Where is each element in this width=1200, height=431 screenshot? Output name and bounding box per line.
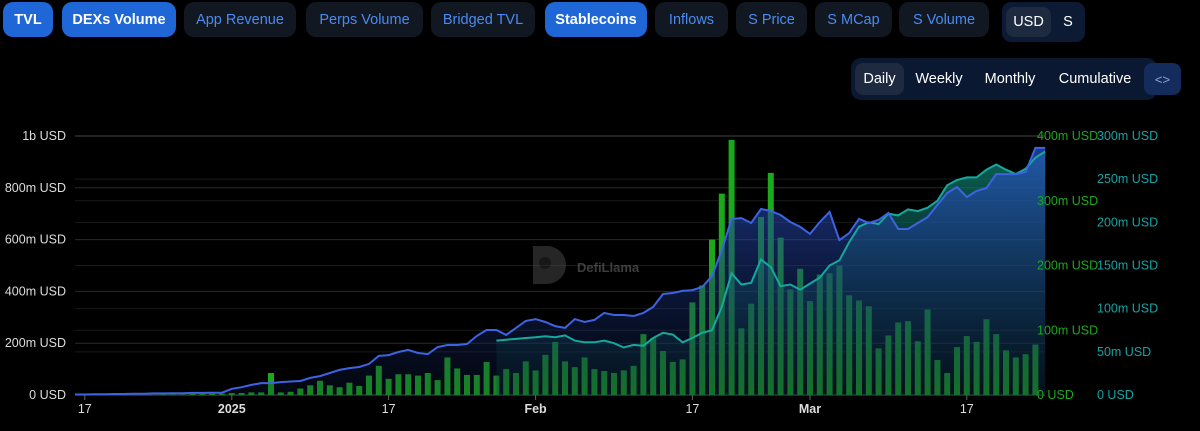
stablecoins-axis-label: 50m USD — [1097, 345, 1151, 359]
defillama-watermark: DefiLlama — [533, 246, 640, 284]
tab-perps-volume[interactable]: Perps Volume — [306, 2, 423, 37]
stablecoins-axis-label: 300m USD — [1097, 129, 1158, 143]
tab-dexs-volume[interactable]: DEXs Volume — [62, 2, 176, 37]
period-weekly-button[interactable]: Weekly — [915, 71, 963, 87]
left-axis-label: 0 USD — [29, 388, 66, 402]
tab-stablecoins[interactable]: Stablecoins — [545, 2, 647, 37]
currency-s-button[interactable]: S — [1063, 14, 1073, 30]
period-toggle: Daily Weekly Monthly Cumulative <> — [851, 58, 1181, 100]
left-axis-label: 800m USD — [5, 181, 66, 195]
tab-app-revenue[interactable]: App Revenue — [184, 2, 296, 37]
tab-s-price[interactable]: S Price — [736, 2, 807, 37]
watermark-text: DefiLlama — [577, 260, 640, 275]
x-axis-label: 17 — [685, 402, 699, 416]
tvl-area — [75, 147, 1046, 395]
period-monthly-button[interactable]: Monthly — [984, 71, 1036, 87]
tab-s-volume[interactable]: S Volume — [899, 2, 989, 37]
dex-volume-axis-label: 200m USD — [1037, 259, 1098, 273]
left-axis-label: 400m USD — [5, 284, 66, 298]
dex-volume-axis-label: 100m USD — [1037, 323, 1098, 337]
dex-volume-axis-label: 0 USD — [1037, 388, 1074, 402]
left-axis-label: 1b USD — [22, 129, 66, 143]
tab-bridged-tvl[interactable]: Bridged TVL — [431, 2, 535, 37]
tab-s-mcap[interactable]: S MCap — [815, 2, 892, 37]
stablecoins-axis-label: 0 USD — [1097, 388, 1134, 402]
x-axis-label: 17 — [78, 402, 92, 416]
code-icon[interactable]: <> — [1144, 63, 1181, 95]
currency-usd-button[interactable]: USD — [1006, 7, 1051, 37]
x-axis-label: Mar — [799, 402, 821, 416]
tab-inflows[interactable]: Inflows — [655, 2, 728, 37]
x-axis-label: 17 — [382, 402, 396, 416]
x-axis-label: Feb — [524, 402, 547, 416]
x-axis-label: 2025 — [218, 402, 246, 416]
period-daily-button[interactable]: Daily — [855, 63, 904, 95]
left-axis-label: 200m USD — [5, 336, 66, 350]
period-cumulative-button[interactable]: Cumulative — [1058, 71, 1132, 87]
stablecoins-line — [496, 150, 1046, 349]
stablecoins-axis-label: 200m USD — [1097, 215, 1158, 229]
stablecoins-axis-label: 250m USD — [1097, 172, 1158, 186]
x-axis-label: 17 — [960, 402, 974, 416]
stablecoins-axis-label: 100m USD — [1097, 302, 1158, 316]
currency-toggle: USD S — [1002, 2, 1085, 42]
tab-tvl[interactable]: TVL — [3, 2, 53, 37]
left-axis-label: 600m USD — [5, 233, 66, 247]
dex-volume-axis-label: 300m USD — [1037, 194, 1098, 208]
tvl-line — [75, 146, 1046, 396]
dex-volume-axis-label: 400m USD — [1037, 129, 1098, 143]
stablecoins-axis-label: 150m USD — [1097, 259, 1158, 273]
